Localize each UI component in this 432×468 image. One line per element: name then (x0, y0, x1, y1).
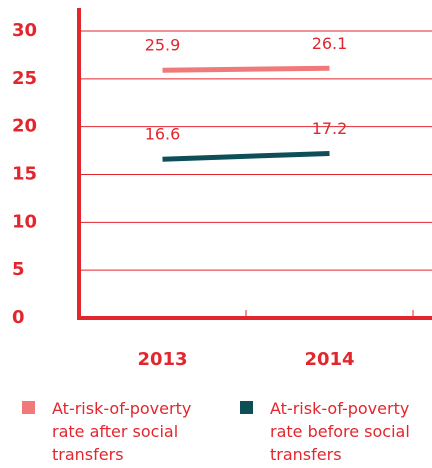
legend-label: At-risk-of-poverty rate before social tr… (270, 399, 410, 464)
legend-label: At-risk-of-poverty rate after social tra… (52, 399, 192, 464)
y-tick-label: 10 (12, 211, 37, 232)
data-label: 25.9 (145, 36, 181, 55)
legend-swatch (22, 401, 35, 414)
series-line (162, 65, 330, 73)
y-tick-label: 15 (12, 164, 37, 185)
y-tick-label: 0 (12, 307, 25, 328)
x-tick-label: 2013 (137, 349, 187, 370)
y-tick-label: 30 (12, 20, 37, 41)
y-tick-label: 25 (12, 68, 37, 89)
series-line (162, 150, 330, 162)
y-tick-label: 20 (12, 116, 37, 137)
x-tick-label: 2014 (304, 349, 354, 370)
data-label: 26.1 (312, 34, 348, 53)
data-label: 17.2 (312, 119, 348, 138)
y-tick-label: 5 (12, 259, 25, 280)
data-label: 16.6 (145, 125, 181, 144)
legend-swatch (240, 401, 253, 414)
